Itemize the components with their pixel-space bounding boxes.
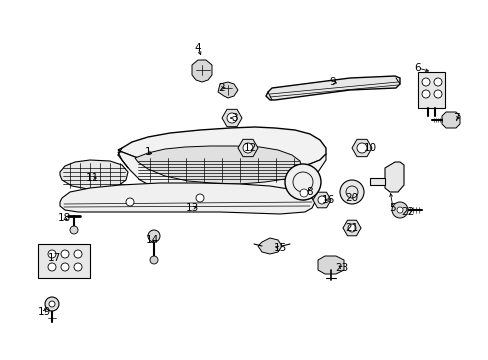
Circle shape — [433, 90, 441, 98]
Circle shape — [49, 301, 55, 307]
Text: 13: 13 — [185, 203, 198, 213]
Text: 15: 15 — [273, 243, 286, 253]
Polygon shape — [441, 112, 459, 128]
Circle shape — [48, 250, 56, 258]
Polygon shape — [258, 238, 282, 254]
Polygon shape — [38, 244, 90, 278]
Text: 17: 17 — [47, 253, 61, 263]
Text: 4: 4 — [194, 43, 201, 53]
Polygon shape — [118, 127, 325, 172]
Text: 23: 23 — [335, 263, 348, 273]
Circle shape — [285, 164, 320, 200]
Polygon shape — [312, 192, 330, 208]
Circle shape — [74, 263, 82, 271]
Circle shape — [339, 180, 363, 204]
Polygon shape — [60, 160, 128, 189]
Polygon shape — [291, 184, 315, 200]
Circle shape — [356, 143, 366, 153]
Circle shape — [148, 230, 160, 242]
Polygon shape — [118, 152, 325, 197]
Polygon shape — [218, 82, 238, 98]
Text: 9: 9 — [329, 77, 336, 87]
Circle shape — [391, 202, 407, 218]
Circle shape — [70, 226, 78, 234]
Circle shape — [421, 78, 429, 86]
Circle shape — [226, 113, 237, 123]
Text: 10: 10 — [363, 143, 376, 153]
Circle shape — [150, 256, 158, 264]
Polygon shape — [265, 76, 399, 100]
Polygon shape — [384, 162, 403, 192]
Polygon shape — [351, 139, 371, 157]
Text: 7: 7 — [452, 113, 458, 123]
Polygon shape — [417, 72, 444, 108]
Polygon shape — [238, 139, 258, 157]
Polygon shape — [135, 146, 302, 184]
Polygon shape — [317, 256, 343, 274]
Text: 8: 8 — [306, 187, 313, 197]
Circle shape — [61, 250, 69, 258]
Circle shape — [61, 263, 69, 271]
Text: 14: 14 — [145, 235, 158, 245]
Polygon shape — [369, 178, 384, 185]
Circle shape — [74, 250, 82, 258]
Text: 12: 12 — [243, 143, 256, 153]
Text: 3: 3 — [230, 113, 237, 123]
Circle shape — [196, 194, 203, 202]
Circle shape — [45, 297, 59, 311]
Text: 1: 1 — [144, 147, 151, 157]
Circle shape — [347, 224, 355, 232]
Circle shape — [396, 207, 402, 213]
Circle shape — [433, 78, 441, 86]
Text: 18: 18 — [57, 213, 70, 223]
Circle shape — [243, 143, 252, 153]
Text: 19: 19 — [37, 307, 51, 317]
Circle shape — [317, 196, 325, 204]
Circle shape — [421, 90, 429, 98]
Text: 16: 16 — [321, 195, 334, 205]
Polygon shape — [192, 60, 212, 82]
Circle shape — [48, 263, 56, 271]
Polygon shape — [222, 109, 242, 127]
Text: 5: 5 — [389, 203, 395, 213]
Text: 2: 2 — [218, 83, 225, 93]
Polygon shape — [342, 220, 360, 236]
Text: 6: 6 — [414, 63, 421, 73]
Circle shape — [126, 198, 134, 206]
Text: 21: 21 — [345, 223, 358, 233]
Text: 22: 22 — [401, 207, 414, 217]
Circle shape — [299, 189, 307, 197]
Text: 20: 20 — [345, 193, 358, 203]
Text: 11: 11 — [85, 173, 99, 183]
Polygon shape — [60, 183, 314, 214]
